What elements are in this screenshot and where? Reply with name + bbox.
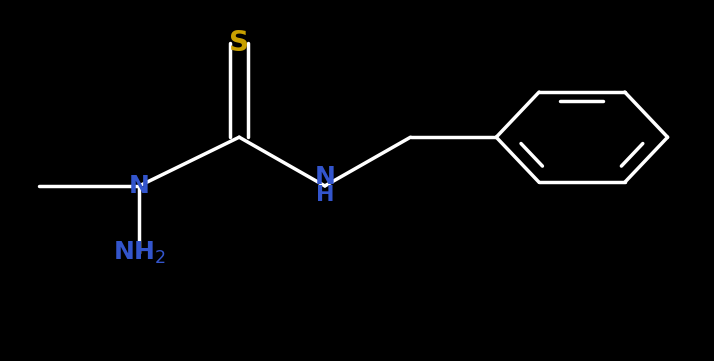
Text: N: N — [129, 174, 150, 198]
Text: N: N — [314, 165, 336, 189]
Text: S: S — [229, 29, 249, 57]
Text: NH$_2$: NH$_2$ — [113, 240, 166, 266]
Text: H: H — [316, 185, 334, 205]
